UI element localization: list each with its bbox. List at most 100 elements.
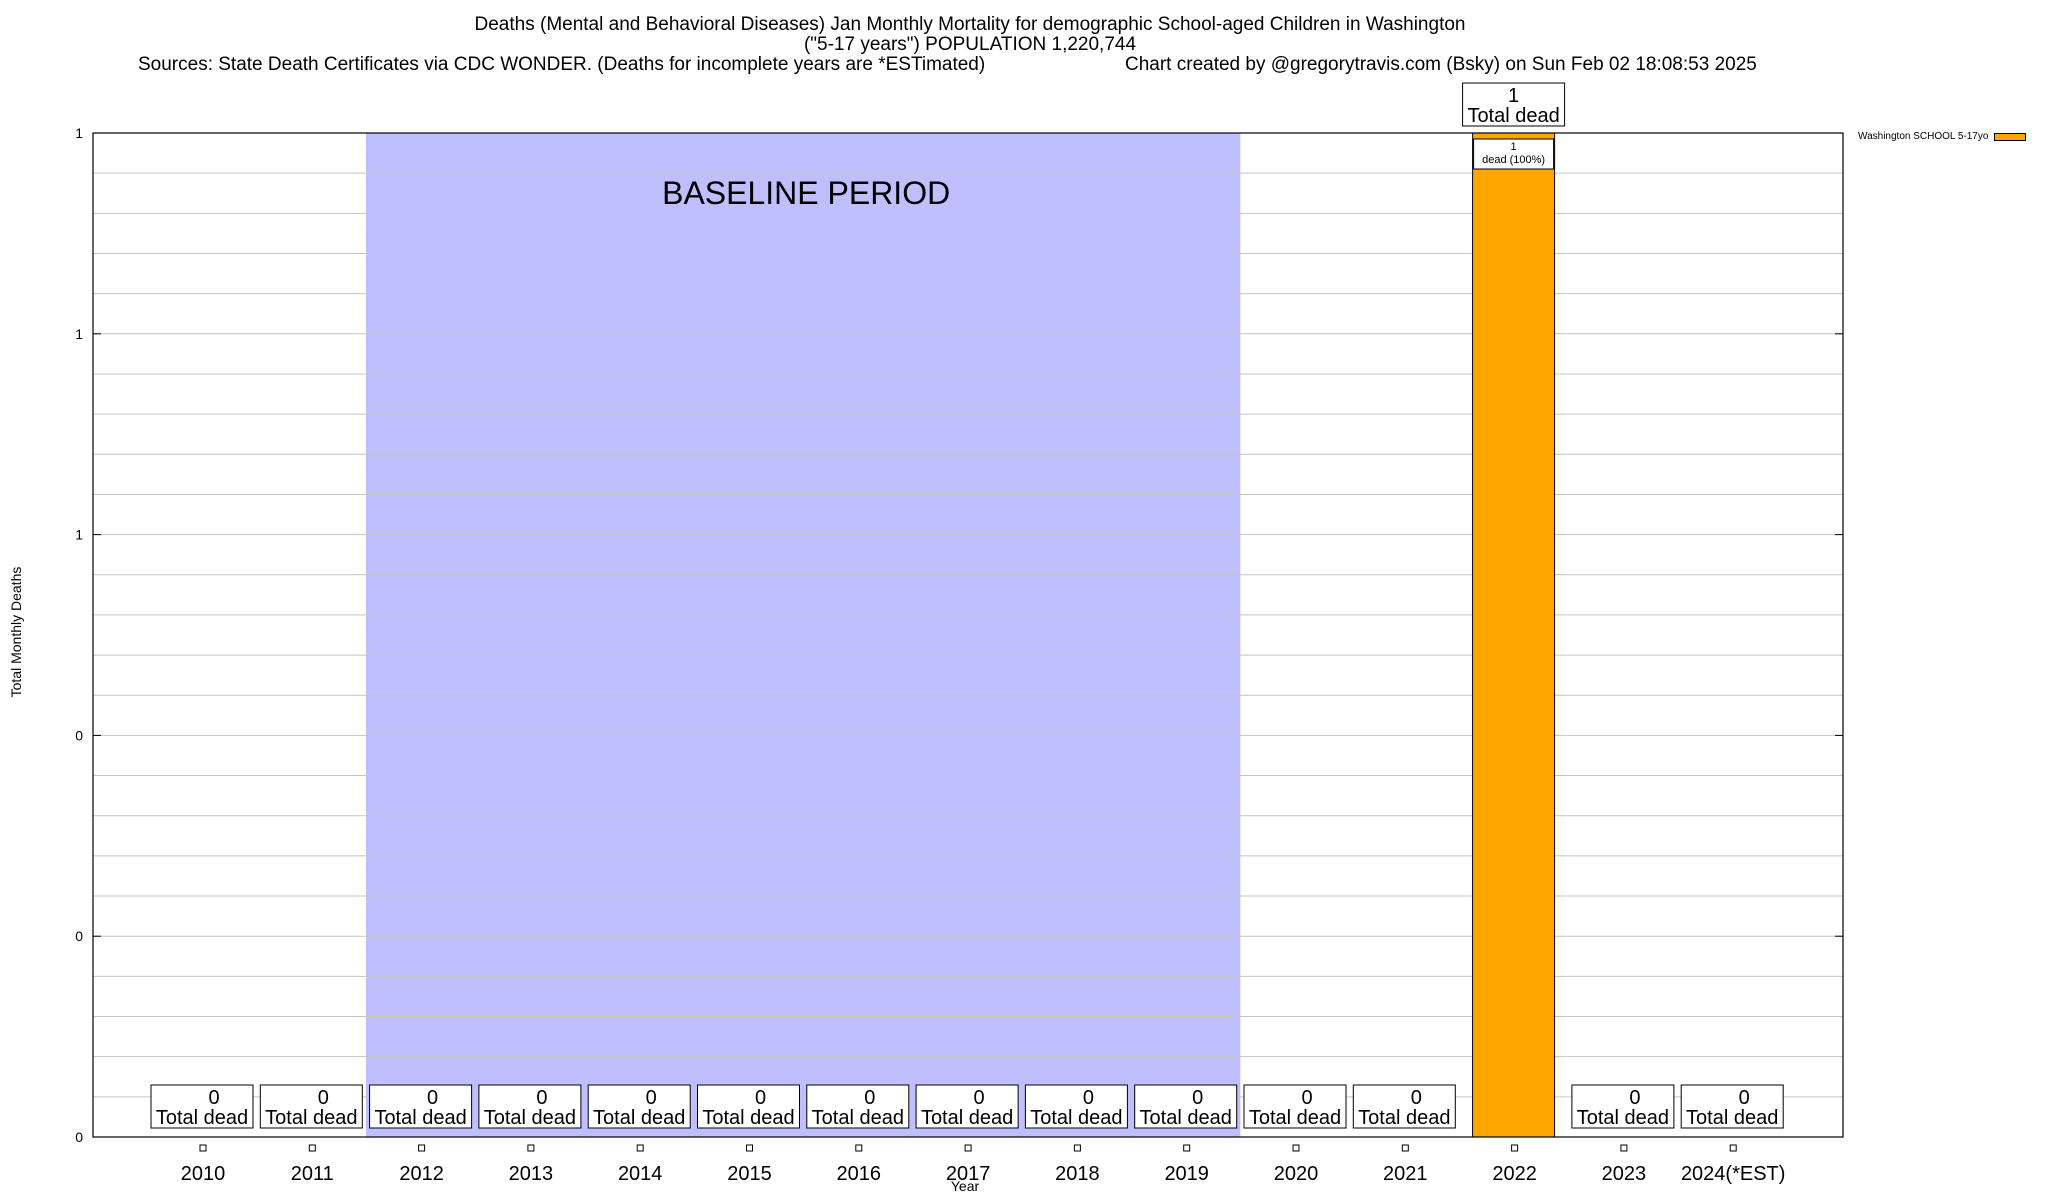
- y-tick-label: 0: [75, 1129, 83, 1145]
- bar-total-value: 0: [318, 1087, 329, 1109]
- y-tick-label: 0: [75, 727, 83, 743]
- bar-total-value: 0: [536, 1087, 547, 1109]
- x-tick-label: 2010: [181, 1163, 226, 1185]
- x-tick-marker: [1073, 1144, 1081, 1152]
- chart-title: Deaths (Mental and Behavioral Diseases) …: [474, 14, 1466, 35]
- x-tick-marker: [636, 1144, 644, 1152]
- bar-total-text: Total dead: [1467, 105, 1559, 127]
- x-tick-marker: [1183, 1144, 1191, 1152]
- bar-total-value: 0: [864, 1087, 875, 1109]
- bar-total-value: 0: [1083, 1087, 1094, 1109]
- bar-segment-value: 1: [1511, 141, 1517, 153]
- x-tick-label: 2011: [291, 1163, 334, 1185]
- y-tick-label: 1: [75, 326, 83, 342]
- bar-total-text: Total dead: [1030, 1107, 1122, 1129]
- x-tick-marker: [1401, 1144, 1409, 1152]
- bar-total-text: Total dead: [1140, 1107, 1232, 1129]
- bar-total-text: Total dead: [374, 1107, 466, 1129]
- x-tick-marker: [746, 1144, 753, 1152]
- y-tick-label: 1: [75, 527, 83, 543]
- x-tick-marker: [855, 1144, 863, 1152]
- bar-total-box: [1352, 1084, 1456, 1129]
- x-tick-label: 2016: [837, 1163, 882, 1185]
- bar-total-value: 0: [1629, 1087, 1640, 1109]
- x-tick-marker: [964, 1144, 972, 1152]
- x-tick-label: 2014: [618, 1163, 663, 1185]
- bar-total-text: Total dead: [265, 1107, 357, 1129]
- chart-credit: Chart created by @gregorytravis.com (Bsk…: [1125, 54, 1757, 75]
- bar-total-text: Total dead: [1358, 1107, 1450, 1129]
- baseline-period-label: BASELINE PERIOD: [662, 175, 950, 211]
- bar-total-text: Total dead: [812, 1107, 904, 1129]
- bar-total-value: 0: [974, 1087, 985, 1109]
- y-axis-label: Total Monthly Deaths: [8, 566, 24, 698]
- legend: Washington SCHOOL 5-17yo: [1858, 131, 2027, 142]
- bar-total-box: [1024, 1084, 1128, 1129]
- bar-total-box: [259, 1084, 363, 1129]
- bar-total-text: Total dead: [484, 1107, 576, 1129]
- legend-label: Washington SCHOOL 5-17yo: [1858, 131, 1989, 142]
- baseline-period-band: [365, 133, 1241, 1137]
- bar-total-value: 0: [1192, 1087, 1203, 1109]
- bar-total-value: 0: [1739, 1087, 1750, 1109]
- bar: [1472, 132, 1556, 1138]
- bar-total-box: [150, 1084, 254, 1129]
- bar-total-text: Total dead: [1577, 1107, 1669, 1129]
- x-tick-marker: [1729, 1144, 1737, 1152]
- bar-total-text: Total dead: [1686, 1107, 1778, 1129]
- bar-total-box: [1571, 1084, 1675, 1129]
- bar-segment-text: dead (100%): [1482, 154, 1545, 166]
- bar-total-box: [1462, 82, 1566, 127]
- bar-total-box: [1680, 1084, 1784, 1129]
- bar-total-box: [478, 1084, 582, 1129]
- bar-total-text: Total dead: [702, 1107, 794, 1129]
- bar-total-box: [369, 1084, 473, 1129]
- bar-total-text: Total dead: [593, 1107, 685, 1129]
- x-tick-marker: [308, 1144, 316, 1152]
- x-tick-marker: [1620, 1144, 1628, 1152]
- bar-total-value: 0: [208, 1087, 219, 1109]
- bar-total-text: Total dead: [1249, 1107, 1341, 1129]
- bar-total-text: Total dead: [921, 1107, 1013, 1129]
- x-tick-label: 2019: [1164, 1163, 1209, 1185]
- x-tick-label: 2018: [1055, 1163, 1100, 1185]
- bar-total-box: [587, 1084, 691, 1129]
- bar-total-box: [697, 1084, 800, 1129]
- bar-total-value: 0: [755, 1087, 766, 1109]
- bar-segment-label-box: [1473, 138, 1555, 170]
- bar-total-box: [806, 1084, 910, 1129]
- legend-swatch: [1994, 132, 2027, 141]
- bar-total-box: [1243, 1084, 1347, 1129]
- bar-total-value: 0: [1411, 1087, 1422, 1109]
- x-tick-marker: [1511, 1144, 1519, 1152]
- chart-subtitle: ("5-17 years") POPULATION 1,220,744: [803, 34, 1137, 55]
- x-tick-label: 2012: [399, 1163, 444, 1185]
- bar-total-box: [1134, 1084, 1238, 1129]
- bar-total-text: Total dead: [156, 1107, 248, 1129]
- x-tick-marker: [418, 1144, 426, 1152]
- x-tick-label: 2024(*EST): [1681, 1163, 1786, 1185]
- x-tick-label: 2022: [1492, 1163, 1537, 1185]
- bar-total-box: [915, 1084, 1019, 1129]
- y-tick-label: 0: [75, 928, 83, 944]
- x-tick-label: 2023: [1602, 1163, 1647, 1185]
- plot-border: [92, 132, 1844, 1138]
- x-tick-label: 2015: [727, 1163, 772, 1185]
- y-tick-label: 1: [75, 125, 83, 141]
- x-tick-label: 2021: [1383, 1163, 1428, 1185]
